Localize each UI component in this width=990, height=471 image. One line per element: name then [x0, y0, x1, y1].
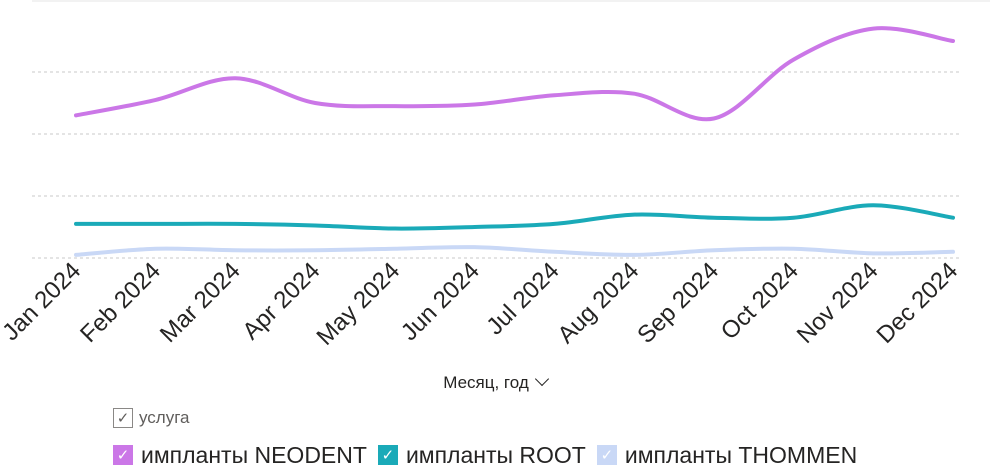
x-tick-label: Nov 2024	[792, 257, 884, 349]
legend-title-text: услуга	[139, 408, 190, 427]
x-tick-label: Oct 2024	[716, 257, 804, 345]
legend-item-neodent[interactable]: ✓ импланты NEODENT	[113, 442, 367, 469]
x-tick-label: Mar 2024	[155, 257, 246, 348]
x-tick-label: Jan 2024	[0, 257, 86, 346]
checkmark-icon[interactable]: ✓	[113, 445, 133, 465]
checkmark-icon[interactable]: ✓	[596, 445, 617, 465]
gridlines	[32, 0, 990, 259]
legend-title[interactable]: ✓ услуга	[113, 407, 190, 429]
x-tick-label: Sep 2024	[632, 257, 724, 349]
series-line-1[interactable]	[74, 203, 955, 231]
legend-label: импланты ROOT	[405, 441, 586, 468]
x-tick-label: Jun 2024	[396, 257, 485, 346]
legend-label: импланты NEODENT	[141, 441, 367, 468]
x-axis-title-text: Месяц, год	[443, 373, 529, 392]
legend: ✓ импланты NEODENT ✓ импланты ROOT ✓ имп…	[113, 441, 868, 469]
checkmark-icon[interactable]: ✓	[113, 408, 133, 428]
legend-item-root[interactable]: ✓ импланты ROOT	[377, 441, 586, 469]
series-line-2[interactable]	[74, 245, 955, 257]
series-line-0[interactable]	[74, 26, 955, 122]
x-tick-label: Jul 2024	[481, 257, 564, 340]
x-tick-label: Feb 2024	[75, 257, 166, 348]
x-tick-label: Dec 2024	[871, 257, 963, 349]
chevron-down-icon[interactable]	[534, 371, 549, 387]
x-axis-title[interactable]: Месяц, год	[0, 371, 990, 393]
legend-label: импланты THOMMEN	[624, 441, 858, 468]
legend-item-thommen[interactable]: ✓ импланты THOMMEN	[596, 441, 858, 469]
series-lines	[74, 26, 955, 257]
checkmark-icon[interactable]: ✓	[377, 445, 398, 465]
x-tick-label: Aug 2024	[553, 257, 645, 349]
x-tick-label: May 2024	[312, 257, 406, 351]
